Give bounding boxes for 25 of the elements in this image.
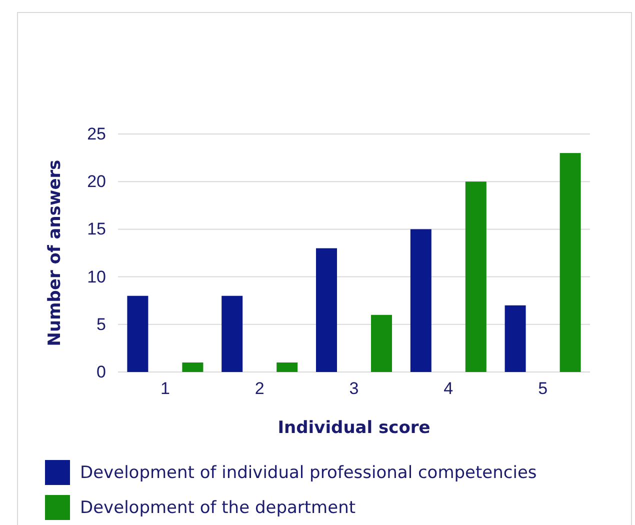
x-tick-label: 1 <box>160 379 170 398</box>
y-tick-label: 25 <box>87 124 106 144</box>
y-axis-title: Number of answers <box>45 160 65 346</box>
bar <box>560 153 581 372</box>
bar <box>465 182 486 372</box>
x-tick-label: 3 <box>349 379 359 398</box>
x-tick-label: 2 <box>254 379 264 398</box>
x-axis-title: Individual score <box>278 418 430 438</box>
legend-label: Development of the department <box>80 498 356 518</box>
bar <box>182 362 204 372</box>
bar <box>316 248 337 372</box>
y-tick-label: 0 <box>96 362 106 382</box>
legend-label: Development of individual professional competencies <box>80 463 537 483</box>
y-tick-label: 15 <box>87 220 106 239</box>
bar <box>410 229 432 372</box>
bar <box>371 314 392 372</box>
y-tick-label: 5 <box>96 314 106 334</box>
bar <box>222 296 243 372</box>
x-tick-label: 5 <box>538 379 548 398</box>
bar <box>276 362 298 372</box>
y-tick-label: 20 <box>87 172 106 192</box>
x-tick-label: 4 <box>444 379 454 398</box>
bar <box>127 296 148 372</box>
y-tick-label: 10 <box>87 267 106 286</box>
bar <box>504 305 526 372</box>
